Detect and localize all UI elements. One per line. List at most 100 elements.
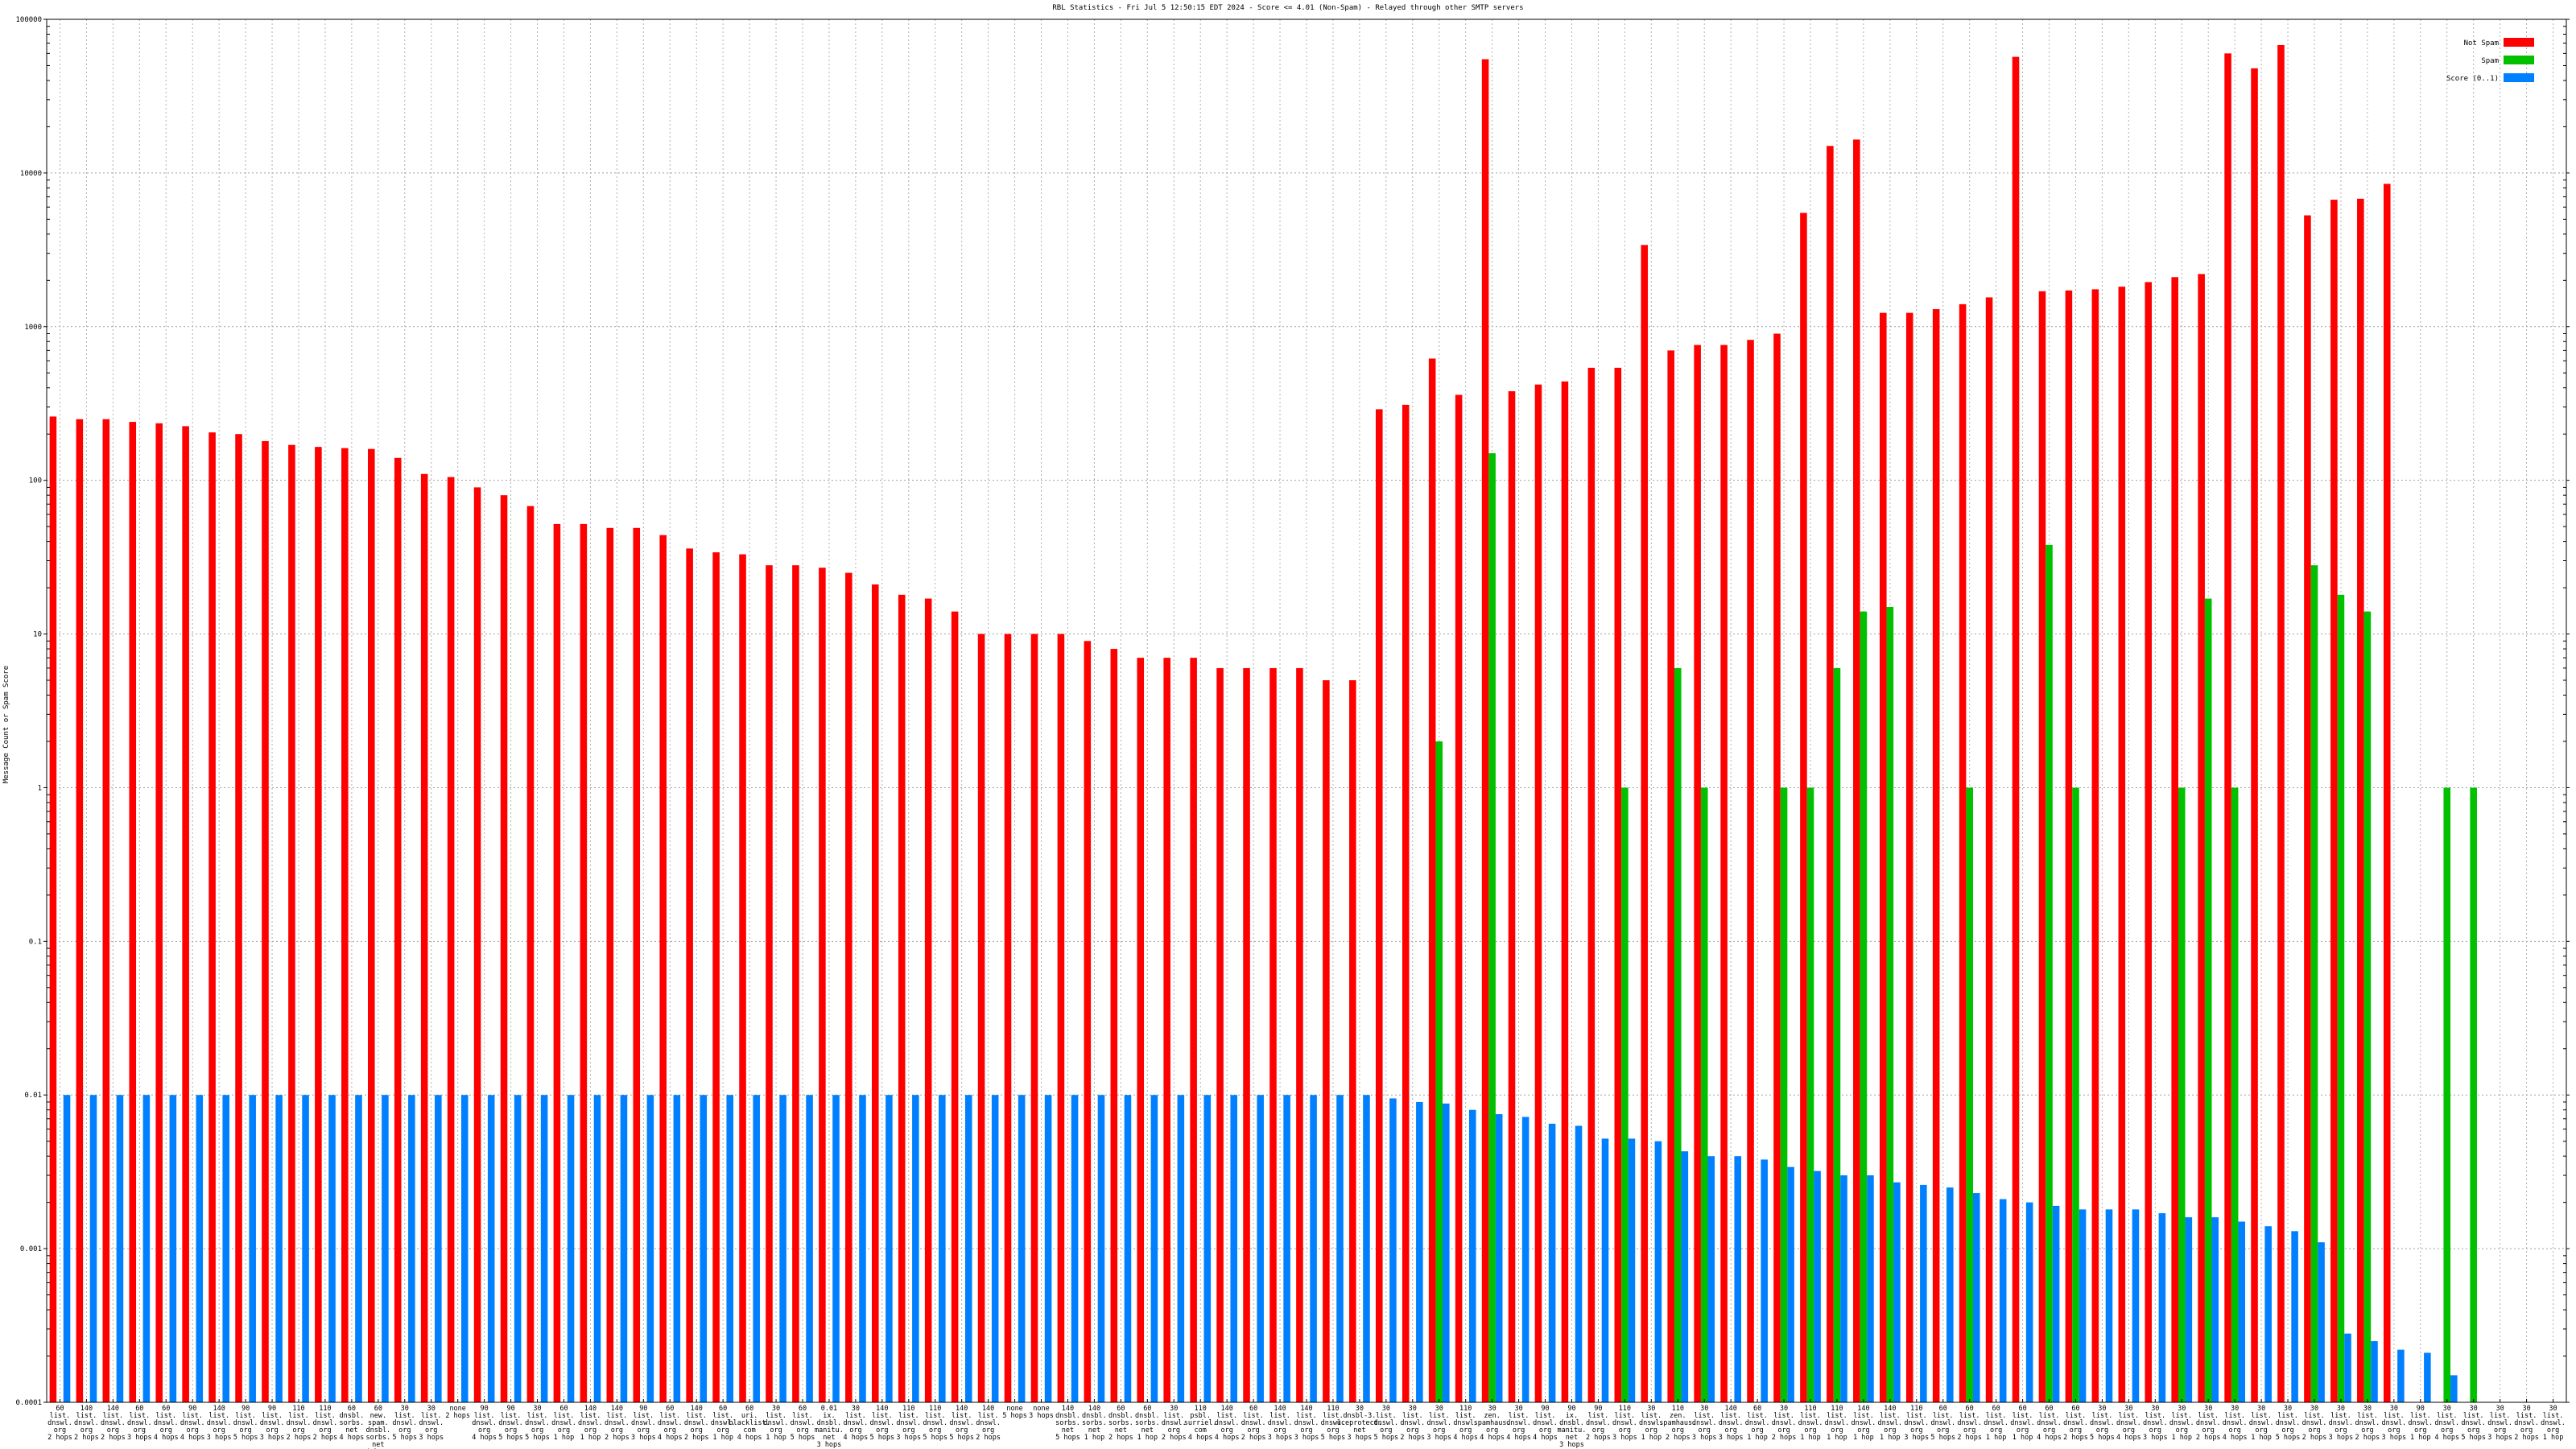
x-category-label-line: 30 — [1382, 1405, 1390, 1413]
bar-not-spam — [262, 440, 269, 1402]
bar-not-spam — [473, 487, 481, 1402]
x-category-label-line: dnswl. — [1772, 1419, 1797, 1427]
x-category-label-line: 2 hops — [445, 1412, 470, 1420]
x-category-label: 30 list. dnswl. org 3 hops — [2329, 1405, 2354, 1442]
x-category-label-line: list. — [155, 1412, 176, 1420]
x-category-label-line: 30 — [427, 1405, 436, 1413]
x-category-label-line: dnswl. — [949, 1419, 974, 1427]
x-category-label-line: list. — [1720, 1412, 1741, 1420]
x-category-label-line: 30 — [1170, 1405, 1178, 1413]
bar-score-0-1 — [859, 1095, 866, 1402]
x-category-label-line: 110 — [1804, 1405, 1816, 1413]
x-category-label: 30 list. dnswl. org 2 hops — [2514, 1405, 2539, 1442]
x-category-label-line: dnswl. — [1719, 1419, 1744, 1427]
x-category-label-line: dnswl. — [1506, 1419, 1531, 1427]
x-category-label-line: list. — [1323, 1412, 1344, 1420]
bar-score-0-1 — [1283, 1095, 1290, 1402]
x-category-label-line: 110 — [1459, 1405, 1472, 1413]
x-category-label: 90 list. dnswl. org 4 hops — [180, 1405, 205, 1442]
bar-spam — [2046, 544, 2053, 1402]
x-category-label-line: 110 — [319, 1405, 331, 1413]
x-category-label-line: net — [1115, 1426, 1127, 1435]
x-category-label-line: 4 hops — [1453, 1434, 1478, 1442]
x-category-label-line: list. — [1959, 1412, 1980, 1420]
bar-score-0-1 — [382, 1095, 389, 1402]
bar-not-spam — [553, 523, 561, 1403]
x-category-label-line: dnswl. — [233, 1419, 258, 1427]
x-category-label-line: sorbs. — [1082, 1419, 1107, 1427]
x-category-label-line: org — [1300, 1426, 1312, 1435]
x-category-label-line: net — [1566, 1434, 1578, 1442]
x-category-label-line: org — [638, 1426, 650, 1435]
bar-score-0-1 — [1999, 1199, 2007, 1402]
x-category-label-line: 140 — [956, 1405, 968, 1413]
bar-score-0-1 — [1203, 1095, 1212, 1402]
x-category-label-line: dnswl. — [1825, 1419, 1850, 1427]
x-category-label-line: 1 hop — [1880, 1434, 1901, 1442]
bar-not-spam — [712, 552, 720, 1403]
x-category-label-line: 1 hop — [1084, 1434, 1105, 1442]
bar-score-0-1 — [2424, 1352, 2431, 1402]
x-category-label-line: 30 — [1488, 1405, 1496, 1413]
bar-not-spam — [1587, 367, 1596, 1402]
x-category-label-line: 30 — [2470, 1405, 2478, 1413]
x-category-label-line: 1 hop — [1137, 1434, 1158, 1442]
bar-score-0-1 — [1521, 1117, 1530, 1402]
x-category-label-line: org — [1751, 1426, 1763, 1435]
bar-score-0-1 — [142, 1095, 151, 1402]
x-category-label-line: org — [876, 1426, 888, 1435]
x-category-label-line: list. — [792, 1412, 813, 1420]
x-category-label-line: 60 — [56, 1405, 64, 1413]
x-category-label: 30 list. dnswl. org 3 hops — [419, 1405, 444, 1442]
y-tick-label: 0.01 — [24, 1092, 42, 1100]
x-category-label: 30 list. dnswl. org 1 hop — [1639, 1405, 1664, 1442]
x-category-label-line: none — [1006, 1405, 1022, 1413]
bar-score-0-1 — [2397, 1349, 2405, 1402]
bar-score-0-1 — [1707, 1156, 1715, 1402]
bar-score-0-1 — [1893, 1182, 1901, 1402]
x-category-label: 140 list. dnswl. org 2 hops — [684, 1405, 709, 1442]
x-category-label-line: 30 — [2522, 1405, 2530, 1413]
x-category-label-line: 30 — [2124, 1405, 2132, 1413]
x-category-label-line: 110 — [1327, 1405, 1339, 1413]
x-category-label-line: org — [558, 1426, 570, 1435]
bar-spam — [1886, 606, 1894, 1402]
bar-not-spam — [76, 419, 84, 1402]
x-category-label: 140 list. dnswl. org 3 hops — [1294, 1405, 1319, 1442]
x-category-label-line: dnsbl-3. — [1343, 1412, 1376, 1420]
x-category-label: 30 list. dnswl. org 2 hops — [2302, 1405, 2327, 1442]
x-category-label: 30 list. dnswl. org 4 hops — [2223, 1405, 2248, 1442]
x-category-label-line: dnswl. — [2461, 1419, 2486, 1427]
y-tick-label: 100000 — [15, 16, 42, 24]
x-category-label: 60 list. dnswl. org 5 hops — [1930, 1405, 1955, 1442]
x-category-label-line: org — [1380, 1426, 1392, 1435]
x-category-label: 140 list. dnswl. org 2 hops — [74, 1405, 99, 1442]
x-category-label-line: 90 — [1594, 1405, 1602, 1413]
x-category-label-line: org — [1963, 1426, 1975, 1435]
bar-not-spam — [1030, 634, 1038, 1402]
x-category-label-line: org — [2441, 1426, 2453, 1435]
x-category-label: 30 list. dnswl. org 5 hops — [525, 1405, 550, 1442]
x-category-label: 30 dnsbl-3. uceprotect. net 3 hops — [1337, 1405, 1382, 1442]
x-category-label-line: 30 — [1780, 1405, 1788, 1413]
x-category-label-line: 140 — [1088, 1405, 1100, 1413]
x-category-label-line: dnswl. — [2037, 1419, 2062, 1427]
x-category-label: 60 list. dnswl. org 2 hops — [1957, 1405, 1982, 1442]
x-category-label: 30 list. dnswl. org 4 hops — [2434, 1405, 2459, 1442]
x-category-label-line: org — [1539, 1426, 1551, 1435]
x-category-label-line: org — [1645, 1426, 1657, 1435]
bar-score-0-1 — [1787, 1166, 1794, 1402]
x-category-label-line: org — [2520, 1426, 2533, 1435]
y-tick-label: 0.0001 — [15, 1399, 42, 1407]
x-category-label: 140 list. dnswl. org 3 hops — [1268, 1405, 1293, 1442]
x-category-label-line: sorbs. — [1055, 1419, 1080, 1427]
x-category-label-line: org — [1486, 1426, 1498, 1435]
x-category-label: 30 list. dnswl. org 5 hops — [392, 1405, 417, 1442]
x-category-label-line: org — [2123, 1426, 2135, 1435]
x-category-label-line: list. — [1906, 1412, 1927, 1420]
bar-not-spam — [1905, 312, 1913, 1402]
bar-not-spam — [2330, 200, 2338, 1403]
bar-not-spam — [1879, 312, 1887, 1402]
x-category-label-line: org — [1327, 1426, 1339, 1435]
x-category-label-line: 1 hop — [1641, 1434, 1662, 1442]
